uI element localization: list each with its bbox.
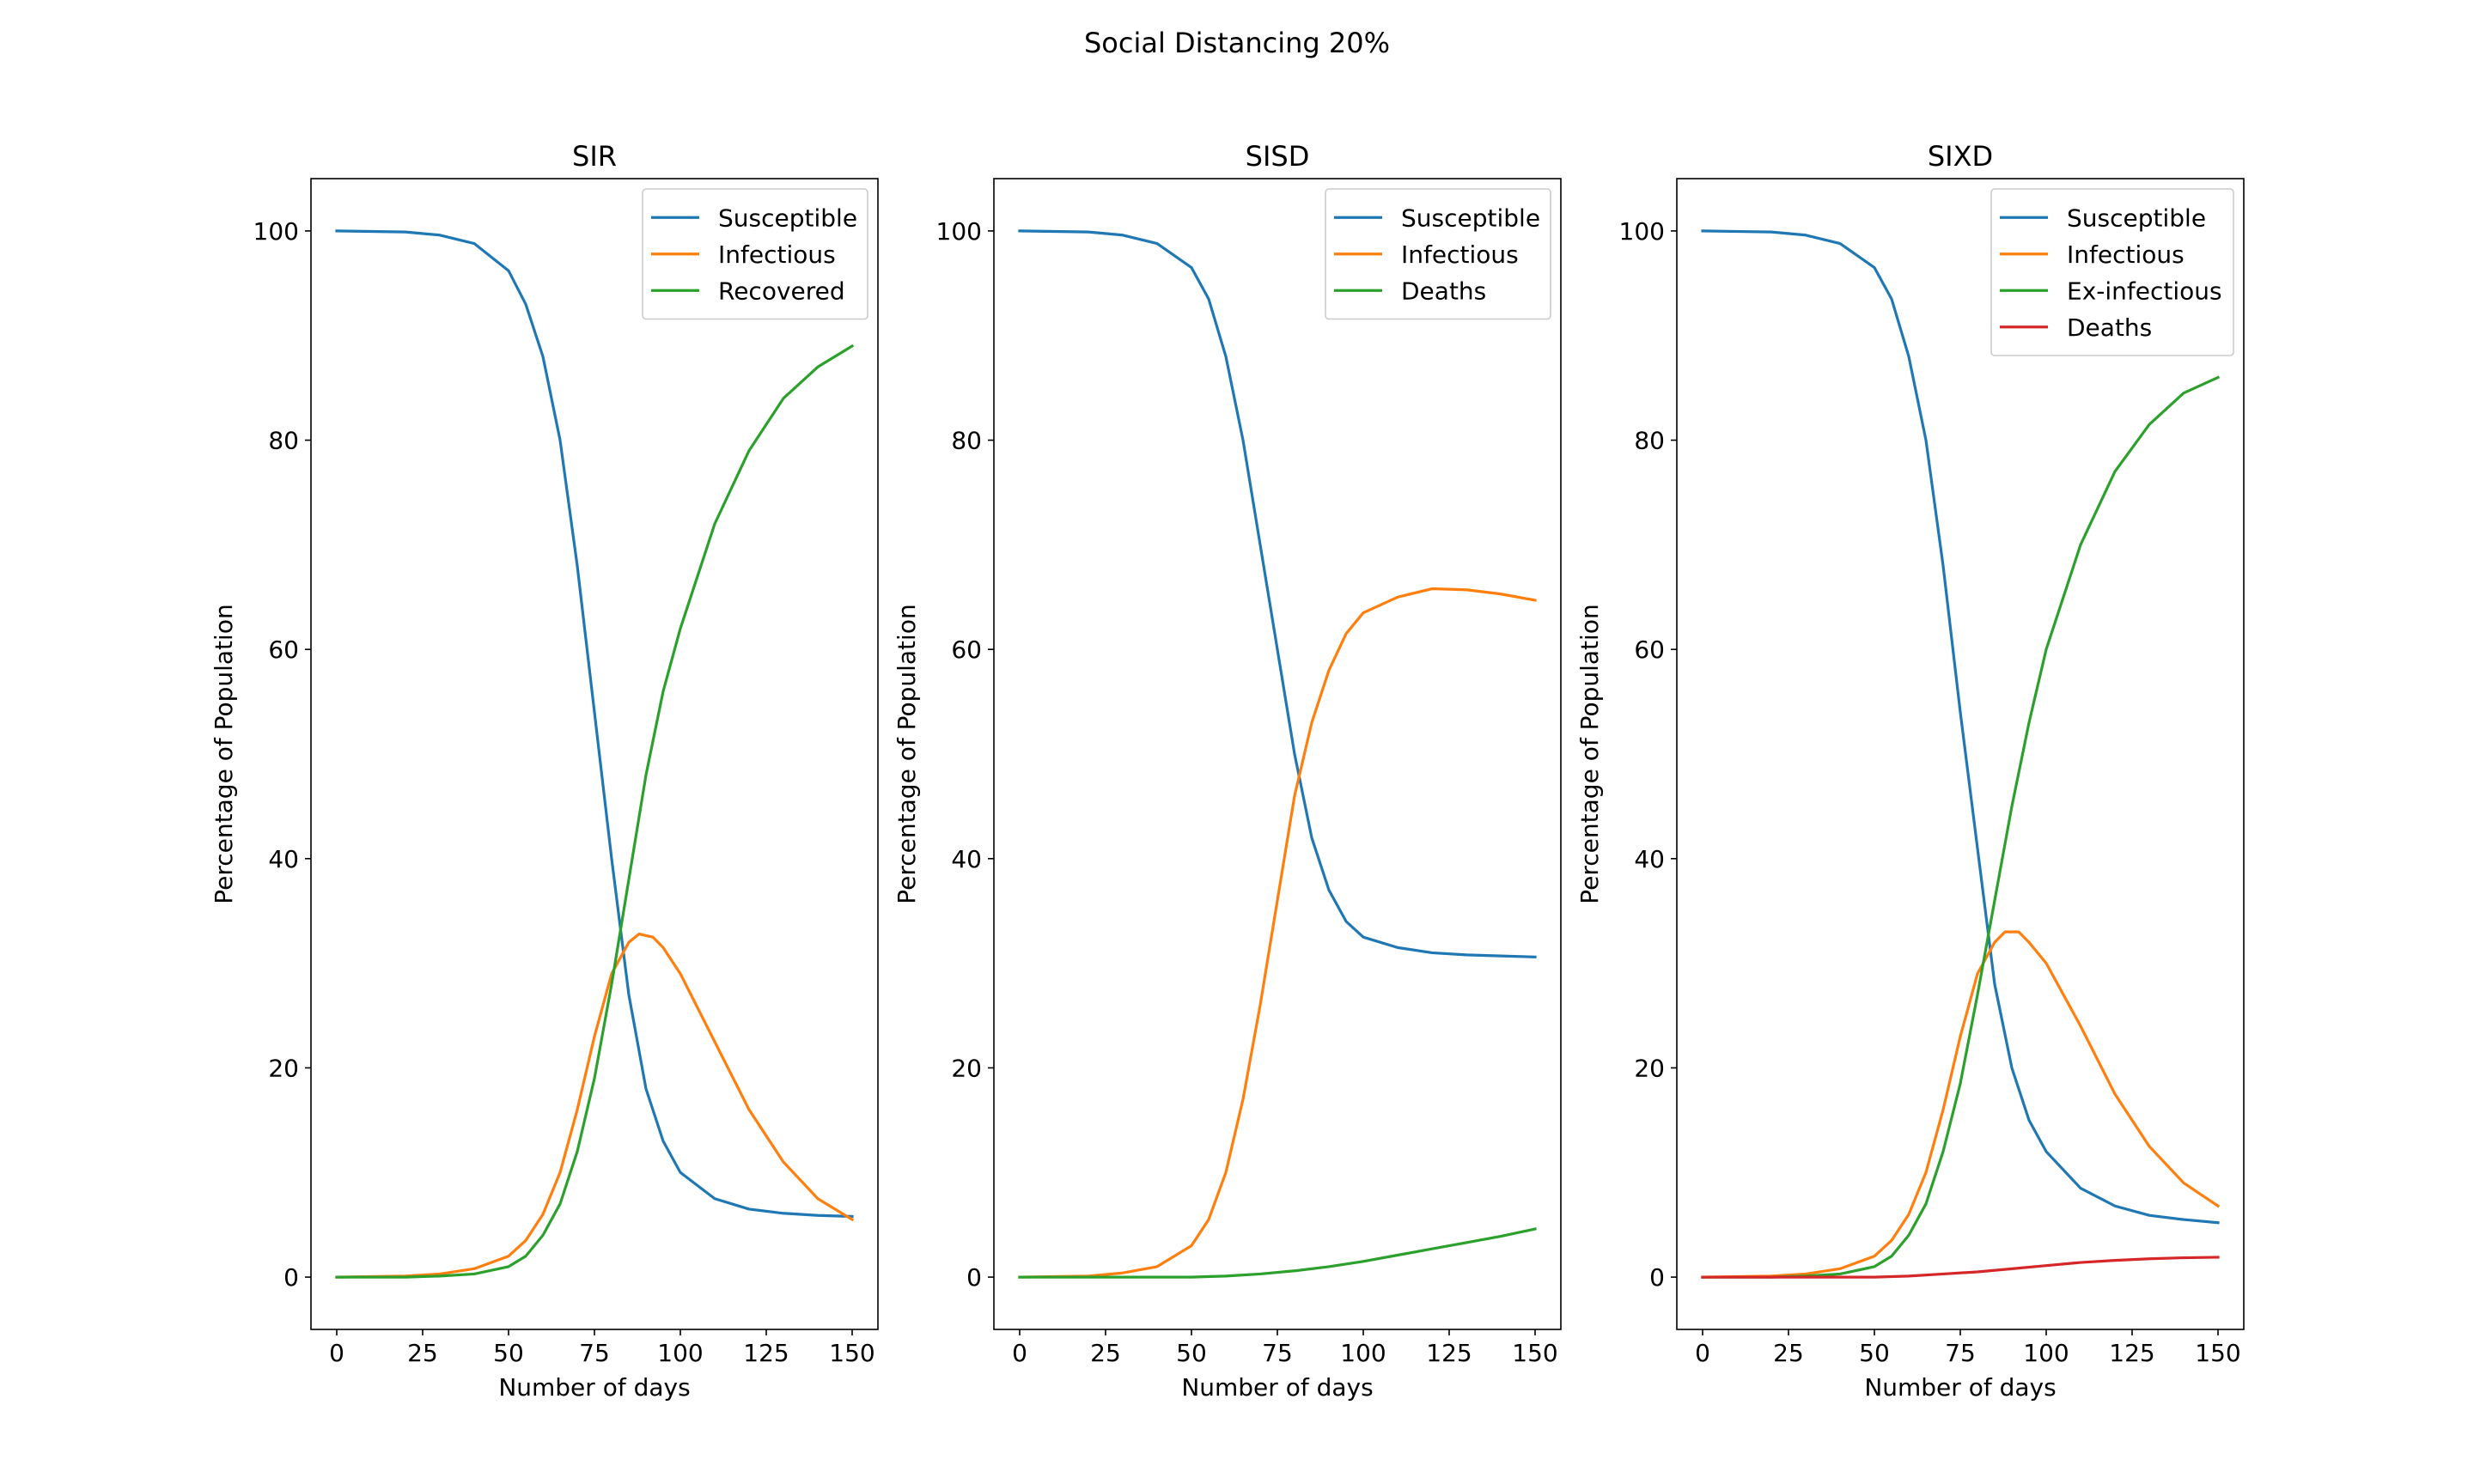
y-tick-label: 100: [253, 217, 299, 246]
legend-label: Infectious: [1401, 240, 1519, 269]
series-line-susceptible: [1018, 229, 1537, 958]
x-tick-label: 50: [1859, 1339, 1890, 1367]
x-axis-label: Number of days: [1181, 1373, 1373, 1402]
x-tick-label: 75: [579, 1339, 610, 1367]
series-line-deaths: [1701, 1256, 2220, 1279]
x-tick-label: 150: [829, 1339, 874, 1367]
legend-label: Recovered: [718, 277, 845, 305]
legend-label: Susceptible: [718, 204, 857, 232]
x-tick-label: 25: [1773, 1339, 1804, 1367]
x-tick-label: 50: [1176, 1339, 1207, 1367]
y-tick-label: 60: [268, 636, 299, 664]
legend-label: Susceptible: [2067, 204, 2206, 232]
x-axis-label: Number of days: [498, 1373, 690, 1402]
y-tick-label: 100: [1619, 217, 1665, 246]
legend-box: [1990, 188, 2234, 356]
y-tick-label: 20: [1634, 1054, 1665, 1082]
y-tick-label: 60: [1634, 636, 1665, 664]
y-tick-label: 20: [268, 1054, 299, 1082]
legend: Susceptible Infectious Ex-infectious Deaths: [1990, 188, 2234, 356]
x-tick-label: 25: [1090, 1339, 1121, 1367]
series-line-ex-infectious: [1701, 375, 2221, 1279]
x-tick-label: 125: [743, 1339, 789, 1367]
legend-box: [1325, 188, 1551, 320]
series-line-susceptible: [1701, 229, 2220, 1225]
y-tick-label: 80: [1634, 427, 1665, 455]
series-lines: [335, 229, 855, 1279]
series-line-infectious: [1018, 587, 1537, 1279]
x-tick-label: 25: [407, 1339, 438, 1367]
subplots: 0 25 50 75 100 125 150 0 20 40 60 80 100 Number of da…: [210, 140, 2245, 1402]
legend-label: Ex-infectious: [2067, 277, 2222, 305]
x-axis-label: Number of days: [1864, 1373, 2056, 1402]
legend-label: Infectious: [718, 240, 836, 269]
y-axis-label: Percentage of Population: [1575, 604, 1604, 903]
series-lines: [1701, 229, 2221, 1279]
figure-title: Social Distancing 20%: [1084, 27, 1390, 59]
y-tick-label: 80: [268, 427, 299, 455]
x-tick-label: 75: [1262, 1339, 1293, 1367]
y-axis-label: Percentage of Population: [210, 604, 238, 903]
legend-label: Susceptible: [1401, 204, 1540, 232]
y-tick-label: 40: [268, 845, 299, 873]
legend: Susceptible Infectious Recovered: [642, 188, 868, 320]
y-tick-label: 40: [1634, 845, 1665, 873]
series-lines: [1018, 229, 1537, 1279]
series-line-infectious: [335, 932, 855, 1279]
x-tick-label: 150: [1512, 1339, 1557, 1367]
legend-label: Deaths: [2067, 313, 2152, 342]
x-tick-label: 0: [329, 1339, 344, 1367]
subplot-sixd: 0 25 50 75 100 125 150 0 20 40 60 80 100 Number of da…: [1575, 140, 2245, 1402]
subplot-title: SIXD: [1928, 140, 1993, 173]
y-tick-label: 0: [283, 1263, 299, 1292]
x-tick-label: 0: [1012, 1339, 1027, 1367]
y-tick-label: 0: [966, 1263, 982, 1292]
legend-box: [642, 188, 868, 320]
x-tick-label: 100: [2023, 1339, 2069, 1367]
x-tick-label: 75: [1945, 1339, 1976, 1367]
subplot-sir: 0 25 50 75 100 125 150 0 20 40 60 80 100 Number of da…: [210, 140, 879, 1402]
subplot-title: SIR: [572, 140, 617, 173]
legend-label: Deaths: [1401, 277, 1486, 305]
x-tick-label: 125: [2109, 1339, 2154, 1367]
x-tick-label: 0: [1695, 1339, 1710, 1367]
y-tick-label: 0: [1649, 1263, 1665, 1292]
y-tick-label: 20: [951, 1054, 982, 1082]
series-line-deaths: [1018, 1227, 1537, 1279]
x-tick-label: 150: [2195, 1339, 2240, 1367]
y-tick-label: 40: [951, 845, 982, 873]
series-line-susceptible: [335, 229, 854, 1219]
y-tick-label: 60: [951, 636, 982, 664]
y-axis-label: Percentage of Population: [893, 604, 921, 903]
x-tick-label: 100: [657, 1339, 703, 1367]
legend-label: Infectious: [2067, 240, 2185, 269]
x-tick-label: 100: [1340, 1339, 1386, 1367]
x-tick-label: 125: [1426, 1339, 1472, 1367]
legend: Susceptible Infectious Deaths: [1325, 188, 1551, 320]
series-line-infectious: [1701, 930, 2221, 1279]
subplot-title: SISD: [1246, 140, 1310, 173]
subplot-sisd: 0 25 50 75 100 125 150 0 20 40 60 80 100 Number of da…: [893, 140, 1562, 1402]
x-tick-label: 50: [493, 1339, 524, 1367]
series-line-recovered: [335, 344, 855, 1279]
y-tick-label: 80: [951, 427, 982, 455]
y-tick-label: 100: [936, 217, 982, 246]
